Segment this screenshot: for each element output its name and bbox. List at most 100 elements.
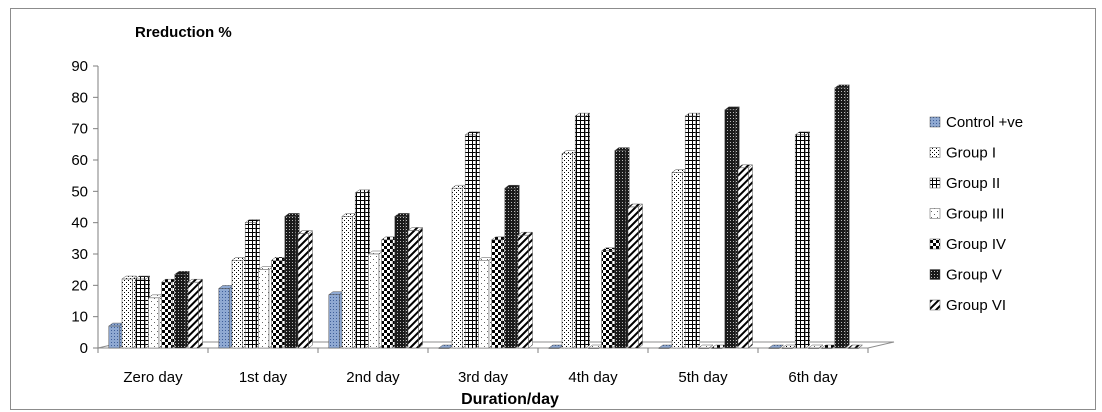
bar <box>464 131 481 349</box>
bar <box>121 275 138 349</box>
bar-front <box>671 172 683 349</box>
y-tick-label: 40 <box>71 215 88 232</box>
bar <box>147 294 164 349</box>
bar-front <box>478 260 490 349</box>
bar-front <box>231 260 243 349</box>
legend-label: Group IV <box>946 236 1006 253</box>
legend-swatch <box>929 177 941 189</box>
bar <box>737 164 754 349</box>
bar-side <box>198 278 203 349</box>
bar <box>328 291 345 349</box>
legend-swatch <box>929 116 941 128</box>
y-tick-label: 80 <box>71 89 88 106</box>
y-tick-label: 30 <box>71 246 88 263</box>
bar-front <box>588 347 600 349</box>
bar-front <box>834 87 846 349</box>
bar-side <box>308 230 313 349</box>
bar-front <box>504 187 516 349</box>
legend: Control +ve Group I Group II Group III Group… <box>929 114 1023 314</box>
legend-swatch <box>929 208 941 219</box>
bar-front <box>368 253 380 349</box>
bar-front <box>187 281 199 349</box>
legend-swatch <box>929 269 941 280</box>
legend-item: Control +ve <box>929 114 1023 131</box>
bar <box>174 270 191 349</box>
bar <box>768 344 785 349</box>
x-tick-label: 5th day <box>678 369 728 386</box>
bar-front <box>627 206 639 349</box>
bar <box>684 112 701 349</box>
legend-item: Group I <box>929 145 996 162</box>
bar-front <box>258 269 270 349</box>
x-tick-label: 2nd day <box>346 369 400 386</box>
bar <box>341 212 358 349</box>
x-axis-ticks: Zero day 1st day 2nd day 3rd day 4th day 5th … <box>97 348 869 386</box>
bar <box>600 247 617 349</box>
legend-item: Group VI <box>929 297 1006 314</box>
y-tick-label: 70 <box>71 121 88 138</box>
bar-front <box>781 347 793 349</box>
bar <box>490 236 507 349</box>
legend-swatch <box>929 299 941 311</box>
bar <box>561 150 578 349</box>
bar <box>108 322 125 349</box>
bar-front <box>821 347 833 349</box>
legend-swatch <box>929 147 941 158</box>
bar <box>794 131 811 349</box>
legend-label: Group V <box>946 267 1002 284</box>
x-tick-label: Zero day <box>123 369 183 386</box>
x-tick-label: 1st day <box>239 369 288 386</box>
bar-front <box>601 250 613 349</box>
legend-item: Group III <box>929 206 1004 223</box>
legend-label: Group VI <box>946 297 1006 314</box>
bar-front <box>174 274 186 349</box>
bar-front <box>491 239 503 349</box>
bar <box>671 169 688 349</box>
bar <box>380 236 397 349</box>
bar-front <box>297 233 309 349</box>
bar-side <box>585 112 590 349</box>
bar <box>820 344 837 349</box>
bar <box>724 106 741 349</box>
bar-front <box>451 187 463 349</box>
bar <box>231 256 248 349</box>
bar-side <box>845 84 850 349</box>
bar <box>394 212 411 349</box>
bar-front <box>711 347 723 349</box>
bar <box>187 278 204 349</box>
legend-label: Group I <box>946 145 996 162</box>
bar <box>284 212 301 349</box>
bar-front <box>271 260 283 349</box>
bars <box>108 84 864 349</box>
bar <box>451 184 468 349</box>
y-tick-label: 90 <box>71 58 88 75</box>
bar <box>297 230 314 349</box>
bar <box>477 256 494 349</box>
bar-front <box>724 109 736 349</box>
y-tick-label: 0 <box>80 340 88 357</box>
y-axis: 0 10 20 30 40 50 60 70 80 90 <box>71 58 99 357</box>
bar-front <box>561 153 573 349</box>
legend-label: Group II <box>946 175 1000 192</box>
bar-front <box>108 325 120 349</box>
bar <box>627 203 644 349</box>
bar-front <box>134 278 146 349</box>
y-tick-label: 60 <box>71 152 88 169</box>
legend-label: Group III <box>946 206 1004 223</box>
bar <box>658 344 675 349</box>
bar-front <box>698 347 710 349</box>
y-tick-label: 20 <box>71 277 88 294</box>
bar-front <box>548 347 560 349</box>
bar-front <box>381 239 393 349</box>
bar-front <box>684 115 696 349</box>
bar <box>407 227 424 349</box>
bar-side <box>638 203 643 349</box>
bar <box>847 344 864 349</box>
legend-item: Group V <box>929 267 1002 284</box>
bar-front <box>808 347 820 349</box>
legend-swatch <box>929 238 941 250</box>
bar-front <box>244 222 256 349</box>
bar <box>270 256 287 349</box>
y-tick-label: 10 <box>71 309 88 326</box>
